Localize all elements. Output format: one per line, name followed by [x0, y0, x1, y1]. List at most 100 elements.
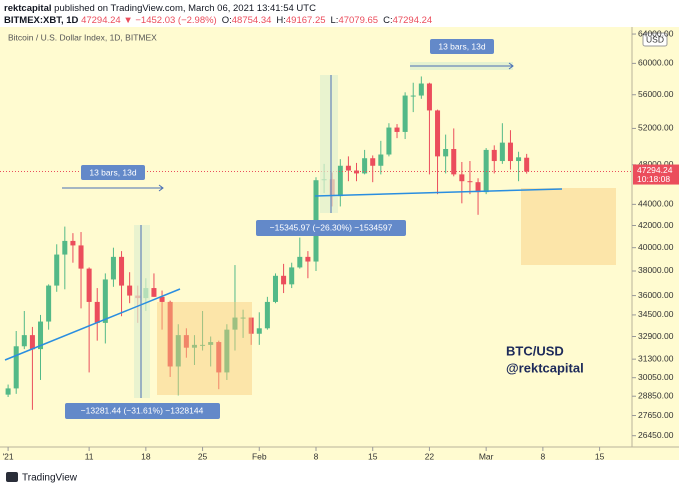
candle-body: [224, 329, 230, 373]
candle-body: [175, 335, 181, 367]
ohlc-value: 49167.25: [286, 15, 326, 26]
range-label-box: [81, 165, 145, 180]
candle-body: [256, 328, 262, 334]
published-text: published on TradingView.com, March 06, …: [54, 3, 316, 14]
candle-body: [370, 158, 376, 166]
candle-body: [159, 296, 165, 302]
y-tick-label: 30050.00: [638, 372, 674, 382]
candle-body: [54, 254, 60, 286]
watermark: BTC/USD: [506, 343, 564, 358]
y-tick-label: 48000.00: [638, 159, 674, 169]
x-tick-label: 15: [368, 451, 378, 461]
trend-line: [4, 288, 181, 361]
candle-body: [337, 165, 343, 197]
y-tick-label: 42000.00: [638, 220, 674, 230]
ohlc-label: C:: [383, 15, 393, 26]
watermark: @rektcapital: [506, 360, 584, 375]
candle-body: [354, 170, 360, 174]
candle-body: [289, 267, 295, 285]
x-tick-label: '21: [3, 451, 14, 461]
candle-body: [345, 165, 351, 171]
y-tick-label: 27650.00: [638, 410, 674, 420]
candle-body: [70, 240, 76, 246]
x-tick-label: 11: [85, 451, 94, 461]
chart-background: [0, 27, 679, 460]
candle-body: [524, 157, 530, 172]
range-label: 13 bars, 13d: [438, 41, 486, 51]
ohlc-label: O:: [222, 15, 232, 26]
measure-label-box: [65, 403, 220, 419]
candle-body: [305, 256, 311, 262]
candle-body: [151, 288, 157, 297]
y-tick-label: 56000.00: [638, 89, 674, 99]
candle-body: [119, 256, 125, 286]
candle-body: [435, 110, 441, 157]
candle-body: [507, 142, 513, 162]
y-tick-label: 31300.00: [638, 353, 674, 363]
candle-body: [102, 279, 108, 323]
candle-body: [216, 342, 222, 373]
x-tick-label: 25: [198, 451, 208, 461]
currency-box: [642, 32, 668, 47]
candle-body: [402, 95, 408, 132]
last: 47294.24: [81, 15, 121, 26]
x-tick-label: 15: [595, 451, 605, 461]
currency: USD: [646, 34, 664, 44]
x-tick-label: 22: [425, 451, 435, 461]
x-tick-label: 18: [141, 451, 151, 461]
candle-body: [13, 346, 19, 389]
zone-box: [521, 188, 616, 265]
candle-body: [38, 321, 44, 350]
y-tick-label: 34500.00: [638, 309, 674, 319]
y-tick-label: 60000.00: [638, 58, 674, 68]
arrow-head: [508, 62, 514, 70]
ohlc: O:48754.34 H:49167.25 L:47079.65 C:47294.24: [222, 15, 432, 26]
candle-body: [191, 344, 197, 348]
candle-body: [21, 335, 27, 347]
measure-label: −15345.97 (−26.30%) −1534597: [270, 222, 393, 232]
last-price-label: 47294.24: [637, 165, 673, 175]
candle-body: [394, 127, 400, 132]
y-tick-label: 44000.00: [638, 199, 674, 209]
candle-body: [29, 335, 35, 350]
candle-body: [499, 142, 505, 162]
x-tick-label: Feb: [252, 451, 267, 461]
candle-body: [475, 182, 481, 193]
candle-body: [410, 95, 416, 97]
ohlc-label: L:: [331, 15, 339, 26]
candle-body: [386, 127, 392, 155]
candle-body: [264, 301, 270, 329]
y-tick-label: 52000.00: [638, 123, 674, 133]
candle-body: [248, 317, 254, 334]
candle-body: [232, 317, 238, 330]
last-price-box: [633, 164, 679, 185]
candle-body: [183, 335, 189, 348]
measure-shade: [134, 225, 150, 398]
y-tick-label: 28850.00: [638, 390, 674, 400]
x-tick-label: 8: [314, 451, 319, 461]
footer-logo: TradingView: [6, 472, 78, 484]
ohlc-label: H:: [276, 15, 286, 26]
candle-body: [208, 342, 214, 345]
candle-body: [451, 148, 457, 175]
candle-body: [110, 256, 116, 280]
y-tick-label: 32900.00: [638, 331, 674, 341]
candle-body: [516, 157, 522, 162]
candle-body: [5, 388, 11, 395]
ohlc-value: 47079.65: [338, 15, 378, 26]
candle-body: [297, 256, 303, 268]
brand: TradingView: [22, 473, 78, 484]
measure-label: −13281.44 (−31.61%) −1328144: [81, 405, 204, 415]
y-tick-label: 36000.00: [638, 290, 674, 300]
candle-body: [240, 317, 246, 319]
arrow-head: [158, 184, 164, 192]
candle-body: [491, 149, 497, 162]
candle-body: [426, 83, 432, 111]
ohlc-value: 48754.34: [232, 15, 272, 26]
candle-body: [272, 275, 278, 302]
countdown: 10:18:08: [637, 174, 670, 184]
x-tick-label: 8: [541, 451, 546, 461]
x-tick-label: Mar: [479, 451, 494, 461]
